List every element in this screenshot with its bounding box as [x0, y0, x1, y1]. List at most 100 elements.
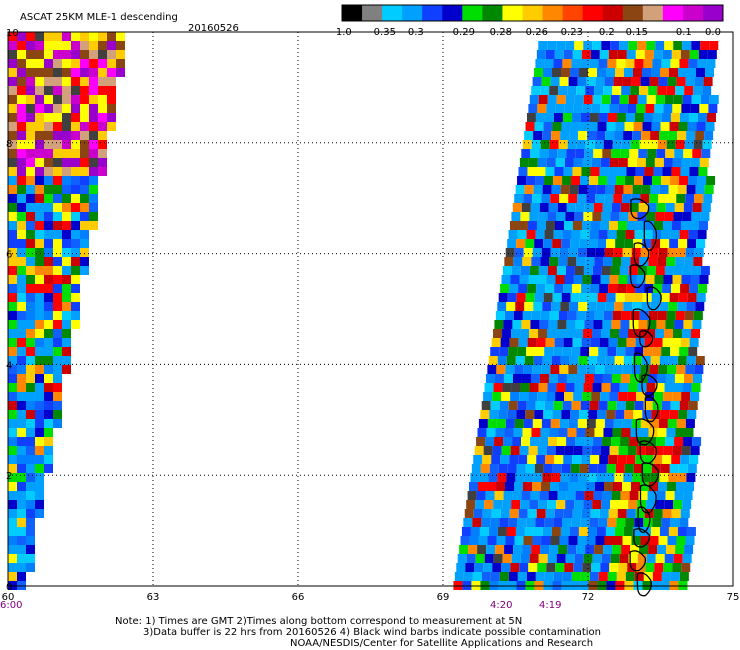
heatmap-cell [554, 455, 564, 464]
colorbar-swatch [582, 5, 604, 21]
heatmap-cell [702, 86, 712, 95]
heatmap-cell [80, 248, 89, 257]
heatmap-cell [681, 446, 691, 455]
heatmap-cell [668, 473, 678, 482]
heatmap-cell [608, 509, 618, 518]
heatmap-cell [478, 536, 488, 545]
heatmap-cell [554, 50, 564, 59]
heatmap-cell [526, 230, 536, 239]
heatmap-cell [650, 185, 660, 194]
heatmap-cell [496, 365, 506, 374]
heatmap-cell [17, 266, 26, 275]
colorbar-swatch [522, 5, 544, 21]
heatmap-cell [500, 455, 510, 464]
heatmap-cell [8, 554, 17, 563]
heatmap-cell [634, 176, 644, 185]
heatmap-cell [595, 248, 605, 257]
heatmap-cell [612, 311, 622, 320]
heatmap-cell [670, 401, 680, 410]
heatmap-cell [541, 365, 551, 374]
heatmap-cell [17, 221, 26, 230]
colorbar-swatch [622, 5, 644, 21]
heatmap-cell [62, 176, 71, 185]
heatmap-cell [510, 563, 520, 572]
heatmap-cell [538, 95, 548, 104]
heatmap-cell [535, 572, 545, 581]
heatmap-cell [662, 221, 672, 230]
heatmap-cell [671, 455, 681, 464]
heatmap-cell [663, 392, 673, 401]
heatmap-cell [610, 95, 620, 104]
heatmap-cell [557, 203, 567, 212]
heatmap-cell [612, 482, 622, 491]
heatmap-cell [652, 230, 662, 239]
heatmap-cell [494, 437, 504, 446]
heatmap-cell [549, 482, 559, 491]
heatmap-cell [563, 509, 573, 518]
heatmap-cell [593, 491, 603, 500]
heatmap-cell [686, 356, 696, 365]
heatmap-cell [98, 131, 107, 140]
heatmap-cell [605, 527, 615, 536]
heatmap-cell [564, 446, 574, 455]
heatmap-cell [495, 428, 505, 437]
heatmap-cell [539, 437, 549, 446]
heatmap-cell [633, 122, 643, 131]
heatmap-cell [700, 266, 710, 275]
heatmap-cell [571, 518, 581, 527]
heatmap-cell [8, 518, 17, 527]
heatmap-cell [591, 275, 601, 284]
heatmap-cell [601, 383, 611, 392]
heatmap-cell [583, 329, 593, 338]
heatmap-cell [26, 482, 35, 491]
heatmap-cell [686, 473, 696, 482]
heatmap-cell [26, 473, 35, 482]
heatmap-cell [577, 194, 587, 203]
heatmap-cell [17, 428, 26, 437]
heatmap-cell [461, 527, 471, 536]
heatmap-cell [650, 473, 660, 482]
heatmap-cell [626, 509, 636, 518]
heatmap-cell [26, 140, 35, 149]
heatmap-cell [8, 41, 17, 50]
heatmap-cell [518, 509, 528, 518]
heatmap-cell [636, 446, 646, 455]
heatmap-cell [633, 68, 643, 77]
heatmap-cell [507, 239, 517, 248]
heatmap-cell [520, 383, 530, 392]
heatmap-cell [690, 392, 700, 401]
heatmap-cell [561, 410, 571, 419]
contamination-outlines [629, 198, 662, 597]
heatmap-cell [17, 446, 26, 455]
heatmap-cell [71, 131, 80, 140]
heatmap-cell [634, 113, 644, 122]
x-tick-label: 66 [292, 592, 305, 603]
heatmap-cell [638, 491, 648, 500]
heatmap-cell [686, 302, 696, 311]
heatmap-cell [662, 509, 672, 518]
heatmap-cell [26, 509, 35, 518]
heatmap-cell [651, 122, 661, 131]
heatmap-cell [634, 230, 644, 239]
heatmap-cell [116, 59, 125, 68]
heatmap-cell [8, 446, 17, 455]
heatmap-cell [53, 293, 62, 302]
heatmap-cell [505, 419, 515, 428]
heatmap-cell [524, 302, 534, 311]
heatmap-cell [600, 275, 610, 284]
heatmap-cell [596, 356, 606, 365]
heatmap-cell [679, 176, 689, 185]
heatmap-cell [71, 122, 80, 131]
heatmap-cell [511, 554, 521, 563]
heatmap-cell [521, 149, 531, 158]
heatmap-cell [582, 158, 592, 167]
heatmap-cell [481, 401, 491, 410]
contamination-outline [639, 484, 657, 514]
heatmap-cell [622, 419, 632, 428]
heatmap-cell [550, 536, 560, 545]
heatmap-cell [98, 104, 107, 113]
heatmap-cell [89, 68, 98, 77]
heatmap-cell [26, 239, 35, 248]
heatmap-cell [566, 491, 576, 500]
heatmap-cell [53, 95, 62, 104]
